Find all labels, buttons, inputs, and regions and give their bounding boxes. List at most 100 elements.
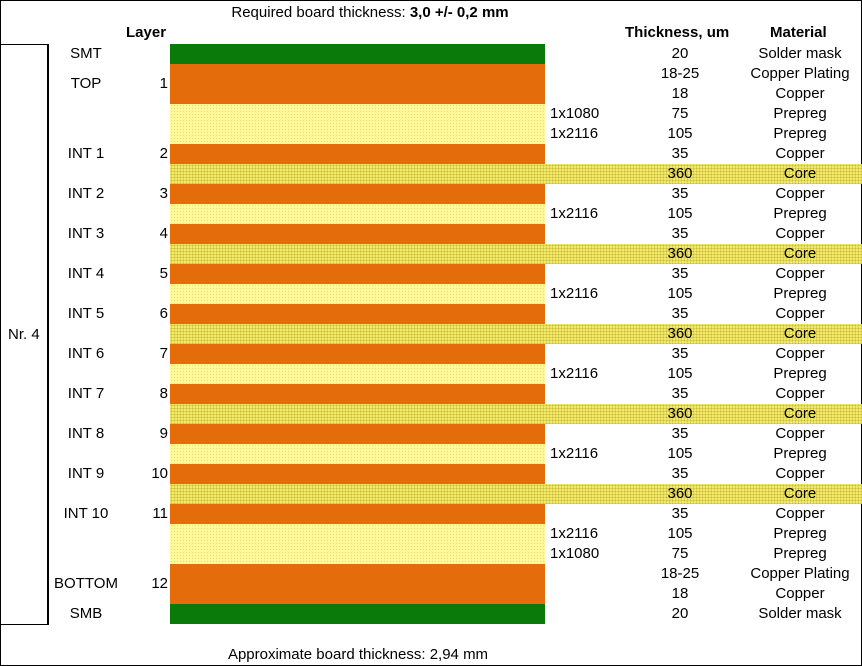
material-label: Core xyxy=(783,405,817,422)
layer-header: Layer xyxy=(126,24,167,41)
material-label: Copper xyxy=(775,145,825,162)
thickness-value: 105 xyxy=(667,285,693,302)
copper-band xyxy=(170,424,545,444)
layer-number: 1 xyxy=(159,75,168,92)
glass-style-label: 1x2116 xyxy=(550,525,599,542)
stack-group-bracket xyxy=(0,44,49,625)
layer-name: INT 9 xyxy=(67,465,105,482)
mask-band xyxy=(170,604,545,624)
layer-name: SMT xyxy=(70,45,102,62)
material-label: Copper Plating xyxy=(750,565,850,582)
prepreg-band xyxy=(170,524,545,564)
layer-name: INT 6 xyxy=(67,345,105,362)
mask-band xyxy=(170,44,545,64)
prepreg-band xyxy=(170,444,545,464)
prepreg-band xyxy=(170,284,545,304)
core-band xyxy=(170,244,862,264)
material-label: Copper xyxy=(775,585,825,602)
material-label: Core xyxy=(783,165,817,182)
thickness-value: 75 xyxy=(671,545,689,562)
approximate-thickness-footer: Approximate board thickness: 2,94 mm xyxy=(227,646,489,663)
material-label: Copper xyxy=(775,385,825,402)
glass-style-label: 1x2116 xyxy=(550,285,599,302)
thickness-value: 35 xyxy=(671,465,689,482)
thickness-value: 105 xyxy=(667,365,693,382)
layer-number: 10 xyxy=(151,465,168,482)
copper-band xyxy=(170,264,545,284)
material-label: Copper Plating xyxy=(750,65,850,82)
material-label: Copper xyxy=(775,265,825,282)
material-label: Copper xyxy=(775,505,825,522)
layer-number: 11 xyxy=(152,505,168,522)
prepreg-band xyxy=(170,204,545,224)
thickness-value: 18-25 xyxy=(660,565,700,582)
layer-name: BOTTOM xyxy=(54,575,118,592)
thickness-value: 35 xyxy=(671,265,689,282)
title-prefix: Required board thickness: xyxy=(231,4,410,21)
copper-band xyxy=(170,184,545,204)
title-value: 3,0 +/- 0,2 mm xyxy=(409,4,509,21)
copper-band xyxy=(170,224,545,244)
thickness-value: 75 xyxy=(671,105,689,122)
layer-name: TOP xyxy=(70,75,102,92)
material-label: Copper xyxy=(775,85,825,102)
layer-number: 4 xyxy=(159,225,168,242)
thickness-value: 105 xyxy=(667,445,693,462)
thickness-header: Thickness, um xyxy=(625,24,730,41)
layer-name: INT 8 xyxy=(67,425,105,442)
material-label: Prepreg xyxy=(773,105,827,122)
thickness-value: 35 xyxy=(671,345,689,362)
glass-style-label: 1x1080 xyxy=(550,545,600,562)
material-label: Copper xyxy=(775,305,825,322)
thickness-value: 35 xyxy=(671,305,689,322)
thickness-value: 35 xyxy=(671,505,689,522)
layer-number: 2 xyxy=(159,145,168,162)
thickness-value: 18-25 xyxy=(660,65,700,82)
glass-style-label: 1x2116 xyxy=(550,445,599,462)
layer-number: 3 xyxy=(159,185,168,202)
thickness-value: 105 xyxy=(667,205,693,222)
thickness-value: 35 xyxy=(671,425,689,442)
layer-number: 5 xyxy=(159,265,168,282)
material-label: Prepreg xyxy=(773,125,827,142)
material-label: Core xyxy=(783,325,817,342)
required-thickness-title: Required board thickness: 3,0 +/- 0,2 mm xyxy=(0,4,740,21)
thickness-value: 360 xyxy=(667,405,693,422)
thickness-value: 20 xyxy=(671,45,689,62)
thickness-value: 105 xyxy=(667,125,693,142)
material-label: Copper xyxy=(775,465,825,482)
thickness-value: 105 xyxy=(667,525,693,542)
core-band xyxy=(170,164,862,184)
layer-name: INT 1 xyxy=(67,145,105,162)
material-label: Prepreg xyxy=(773,525,827,542)
thickness-value: 360 xyxy=(667,325,693,342)
core-band xyxy=(170,484,862,504)
copper-band xyxy=(170,464,545,484)
thickness-value: 360 xyxy=(667,485,693,502)
material-label: Solder mask xyxy=(758,605,842,622)
material-label: Prepreg xyxy=(773,365,827,382)
thickness-value: 20 xyxy=(671,605,689,622)
layer-number: 6 xyxy=(159,305,168,322)
copper-band xyxy=(170,564,545,604)
copper-band xyxy=(170,504,545,524)
thickness-value: 360 xyxy=(667,165,693,182)
copper-band xyxy=(170,384,545,404)
thickness-value: 35 xyxy=(671,225,689,242)
glass-style-label: 1x2116 xyxy=(550,125,599,142)
glass-style-label: 1x2116 xyxy=(550,205,599,222)
material-label: Copper xyxy=(775,425,825,442)
layer-name: INT 4 xyxy=(67,265,105,282)
layer-number: 7 xyxy=(159,345,168,362)
thickness-value: 35 xyxy=(671,385,689,402)
layer-name: SMB xyxy=(69,605,103,622)
layer-number xyxy=(124,604,168,624)
material-label: Copper xyxy=(775,225,825,242)
thickness-value: 35 xyxy=(671,145,689,162)
layer-name: INT 10 xyxy=(63,505,109,522)
layer-name: INT 5 xyxy=(67,305,105,322)
glass-style-label: 1x1080 xyxy=(550,105,600,122)
core-band xyxy=(170,324,862,344)
layer-number: 9 xyxy=(159,425,168,442)
material-label: Prepreg xyxy=(773,285,827,302)
